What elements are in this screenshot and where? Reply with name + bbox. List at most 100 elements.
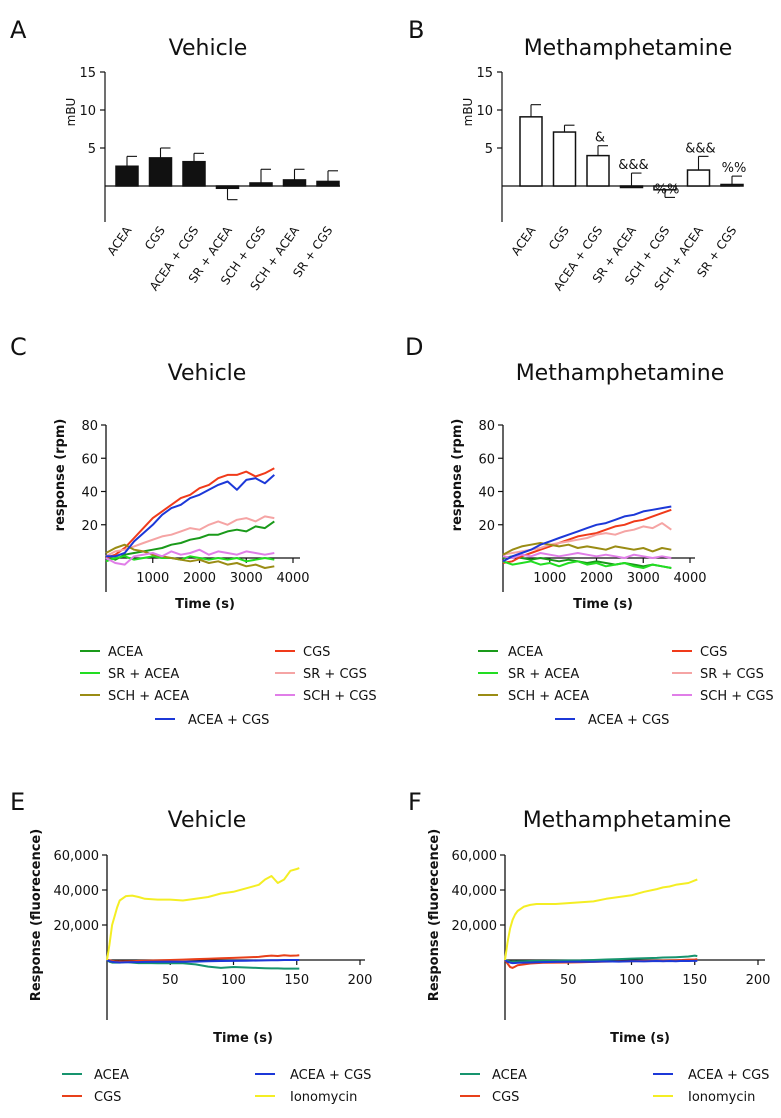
legend-label: SR + ACEA [508, 667, 579, 682]
y-tick-label: 80 [478, 419, 495, 434]
x-axis-label: Time (s) [610, 1031, 670, 1046]
bar [316, 180, 340, 187]
bar [282, 179, 307, 187]
panel-label: E [10, 788, 25, 816]
y-axis-label: response (rpm) [53, 419, 68, 532]
bar [182, 160, 206, 187]
series-line-sch-acea [502, 542, 672, 556]
series-line-sr-cgs [105, 515, 275, 558]
x-tick-label: 3000 [230, 571, 263, 586]
bar [552, 131, 577, 187]
x-tick-label: 2000 [183, 571, 216, 586]
chart-title: Methamphetamine [523, 808, 732, 833]
series-line-sr-acea [502, 560, 672, 569]
y-tick-label: 40 [81, 486, 98, 501]
x-tick-label: 50 [162, 973, 179, 988]
bar [148, 157, 173, 187]
x-tick-label: ACEA [509, 223, 539, 258]
x-tick-label: 3000 [627, 571, 660, 586]
legend-label: SCH + ACEA [508, 689, 589, 704]
bar [249, 182, 273, 187]
legend-label: CGS [94, 1090, 121, 1105]
legend: ACEA CGS SR + ACEA SR + CGS SCH + ACEA SCH + … [478, 645, 774, 728]
bar [519, 116, 543, 187]
legend-label: SCH + CGS [303, 689, 377, 704]
panel-e: E Vehicle 20,000 40,000 60,000 50 100 150 200 Tim… [10, 788, 372, 1105]
y-tick-label: 80 [81, 419, 98, 434]
x-axis-label: Time (s) [213, 1031, 273, 1046]
panel-c: C Vehicle 20 40 60 80 1000 2000 3000 4000 Time (s)… [10, 333, 377, 728]
x-tick-label: 100 [221, 973, 246, 988]
legend-label: ACEA + CGS [688, 1068, 769, 1083]
series-line-cgs [502, 508, 672, 564]
x-tick-label: 200 [746, 973, 771, 988]
legend: ACEA CGS ACEA + CGS Ionomycin [460, 1068, 769, 1105]
legend-label: ACEA [508, 645, 543, 660]
legend: ACEA CGS ACEA + CGS Ionomycin [62, 1068, 371, 1105]
legend-label: CGS [700, 645, 727, 660]
y-tick-label: 10 [476, 104, 493, 119]
y-tick-label: 5 [485, 142, 493, 157]
y-tick-label: 60,000 [452, 849, 498, 864]
significance-mark: %% [655, 182, 680, 197]
x-tick-label: CGS [142, 224, 168, 253]
y-tick-label: 60 [478, 452, 495, 467]
series-line-ionomycin [504, 878, 698, 961]
chart-title: Vehicle [169, 36, 248, 61]
panel-label: D [405, 333, 423, 361]
chart-title: Vehicle [168, 808, 247, 833]
legend-label: SCH + ACEA [108, 689, 189, 704]
panel-label: B [408, 16, 424, 44]
x-tick-label: 2000 [580, 571, 613, 586]
series-line-cgs [105, 467, 275, 559]
x-axis-label: Time (s) [573, 597, 633, 612]
x-tick-label: 200 [348, 973, 373, 988]
x-tick-label: ACEA [105, 223, 135, 258]
y-tick-label: 20 [81, 519, 98, 534]
series-line-acea-cgs [106, 959, 300, 964]
chart-title: Vehicle [168, 361, 247, 386]
x-tick-label: CGS [546, 224, 572, 253]
x-tick-label: 50 [560, 973, 577, 988]
y-tick-label: 15 [79, 66, 96, 81]
y-tick-label: 60,000 [54, 849, 100, 864]
y-axis-label: response (rpm) [450, 419, 465, 532]
series-line-acea [105, 520, 275, 561]
x-tick-label: 100 [619, 973, 644, 988]
x-tick-label: 1000 [136, 571, 169, 586]
legend-label: SR + CGS [303, 667, 367, 682]
x-tick-label: 150 [682, 973, 707, 988]
y-tick-label: 60 [81, 452, 98, 467]
bar [720, 183, 744, 187]
y-tick-label: 10 [79, 104, 96, 119]
x-tick-label: 4000 [276, 571, 309, 586]
bar [586, 154, 610, 187]
legend-label: CGS [303, 645, 330, 660]
bar [686, 169, 711, 187]
panel-label: A [10, 16, 27, 44]
bar [619, 185, 644, 189]
panel-label: C [10, 333, 27, 361]
y-tick-label: 20,000 [452, 919, 498, 934]
y-tick-label: 40,000 [452, 884, 498, 899]
series-line-acea [502, 555, 672, 569]
chart-title: Methamphetamine [524, 36, 733, 61]
legend-label: Ionomycin [688, 1090, 755, 1105]
panel-d: D Methamphetamine 20 40 60 80 1000 2000 3000 4000… [405, 333, 774, 728]
bar [215, 185, 240, 190]
legend-label: ACEA [108, 645, 143, 660]
chart-title: Methamphetamine [516, 361, 725, 386]
series-line-sr-acea [105, 555, 275, 563]
panel-label: F [408, 788, 422, 816]
series-line-acea-cgs [504, 959, 698, 965]
y-tick-label: 20 [478, 519, 495, 534]
legend-label: ACEA + CGS [588, 713, 669, 728]
legend-label: ACEA + CGS [188, 713, 269, 728]
legend-label: CGS [492, 1090, 519, 1105]
y-axis-label: mBU [461, 98, 475, 127]
legend-label: Ionomycin [290, 1090, 357, 1105]
series-line-acea-cgs [502, 505, 672, 563]
